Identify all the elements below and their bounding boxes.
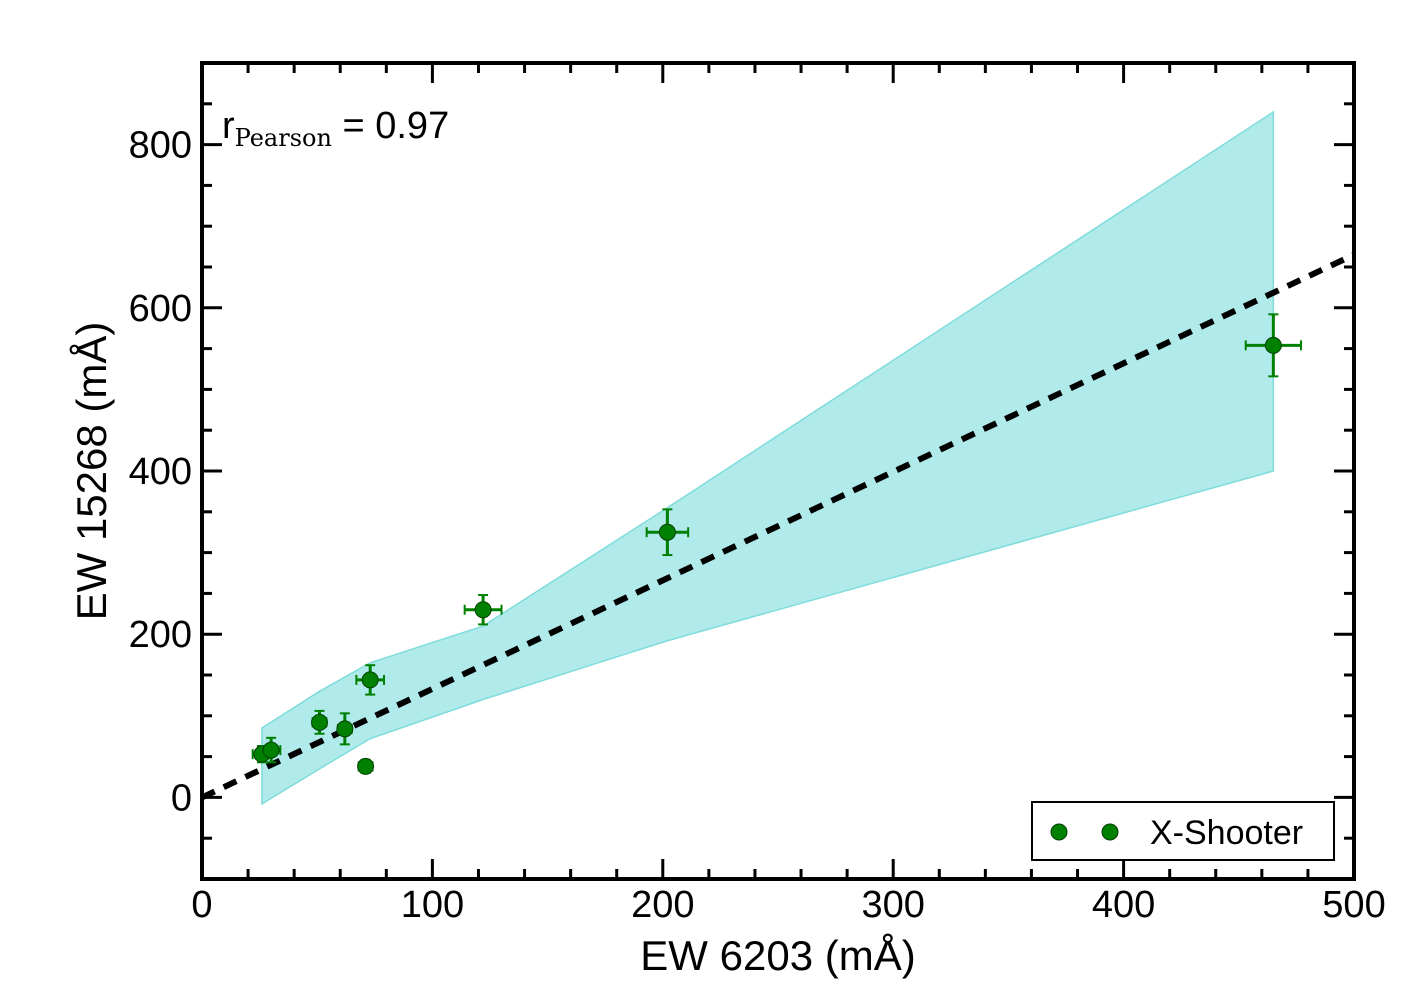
fit-line-layer	[202, 252, 1354, 801]
data-point	[311, 713, 329, 731]
confidence-band	[261, 110, 1275, 806]
y-tick-label: 800	[129, 125, 192, 167]
legend-box	[1031, 801, 1335, 861]
pearson-annotation: rPearson = 0.97	[222, 105, 449, 152]
data-point	[658, 523, 676, 541]
pearson-value: = 0.97	[332, 105, 449, 147]
data-point-group	[357, 757, 375, 775]
legend-marker	[1101, 823, 1119, 841]
x-tick-label: 300	[861, 884, 924, 926]
y-axis-label: EW 15268 (mÅ)	[68, 322, 115, 621]
tick-labels-layer: 0 100 200 300 400 500 0 200 400 600 800	[129, 125, 1386, 926]
data-point	[361, 671, 379, 689]
data-point-group	[260, 736, 282, 764]
y-tick-label: 400	[129, 451, 192, 493]
data-point-group	[645, 508, 690, 557]
x-tick-label: 200	[631, 884, 694, 926]
ticks-layer	[200, 61, 1356, 881]
x-tick-label: 400	[1092, 884, 1155, 926]
data-point	[357, 757, 375, 775]
data-point-group	[355, 664, 386, 696]
legend-marker	[1050, 823, 1068, 841]
y-tick-label: 200	[129, 614, 192, 656]
data-point-group	[311, 709, 329, 735]
data-point	[474, 601, 492, 619]
fit-line	[202, 252, 1354, 801]
pearson-subscript: Pearson	[235, 124, 332, 152]
data-point	[336, 720, 354, 738]
x-tick-label: 500	[1322, 884, 1385, 926]
legend: X-Shooter	[1031, 801, 1335, 861]
x-tick-label: 100	[401, 884, 464, 926]
x-tick-label: 0	[191, 884, 212, 926]
y-tick-label: 600	[129, 288, 192, 330]
pearson-r: r	[222, 105, 235, 147]
data-point-group	[336, 712, 354, 746]
confidence-band-layer	[261, 110, 1275, 806]
data-point	[262, 741, 280, 759]
data-points-layer	[251, 313, 1303, 775]
data-point-group	[463, 594, 503, 626]
data-point	[1264, 336, 1282, 354]
data-point-group	[1244, 313, 1303, 378]
x-axis-label: EW 6203 (mÅ)	[640, 932, 915, 979]
legend-label-x-shooter: X-Shooter	[1150, 814, 1303, 852]
y-tick-label: 0	[171, 777, 192, 819]
